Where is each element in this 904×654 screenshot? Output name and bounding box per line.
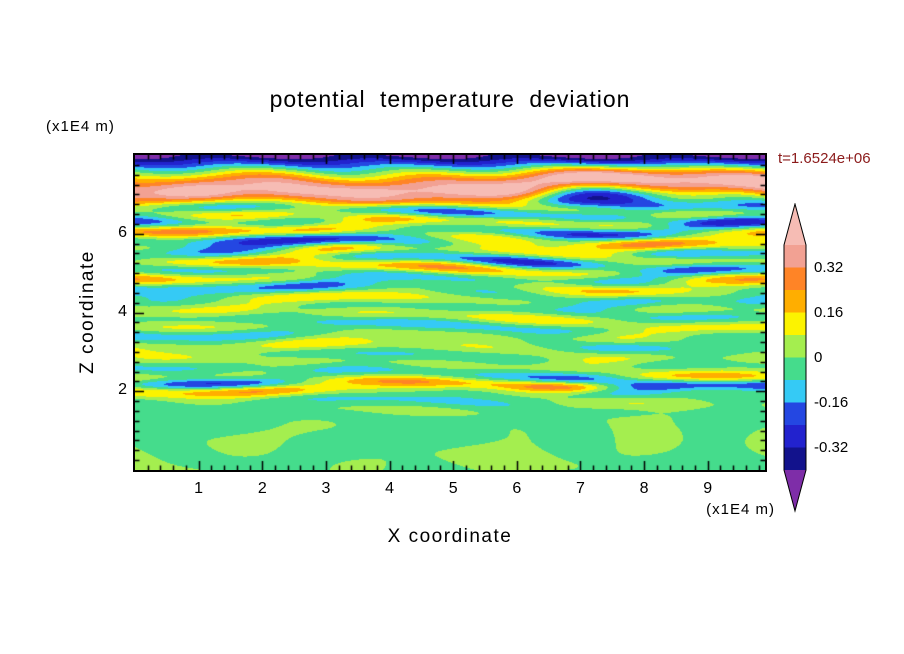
y-axis-label: Z coordinate <box>77 250 98 374</box>
x-tick-label: 7 <box>576 480 585 497</box>
x-tick-label: 8 <box>639 480 649 497</box>
x-tick-label: 9 <box>703 480 713 497</box>
colorbar-band <box>784 425 806 448</box>
x-axis-unit-label: (x1E4 m) <box>706 501 775 518</box>
x-tick-label: 4 <box>385 480 394 497</box>
colorbar-band <box>784 245 806 268</box>
y-tick-label: 6 <box>118 223 127 241</box>
y-axis-unit-label: (x1E4 m) <box>46 118 115 135</box>
contour-field-canvas <box>135 155 765 470</box>
x-tick-label: 3 <box>321 480 331 497</box>
x-tick-label: 1 <box>194 480 204 497</box>
y-tick-label: 2 <box>118 381 127 399</box>
colorbar <box>783 203 807 513</box>
colorbar-under-arrow <box>784 470 806 511</box>
time-label: t=1.6524e+06 <box>778 150 871 167</box>
plot-title: potential temperature deviation <box>269 86 631 112</box>
plot-frame <box>133 153 767 472</box>
colorbar-label: 0 <box>814 348 823 366</box>
colorbar-band <box>784 267 806 291</box>
colorbar-band <box>784 290 806 313</box>
y-tick-label: 4 <box>118 302 127 320</box>
colorbar-label: -0.16 <box>814 393 849 411</box>
x-tick-label: 5 <box>448 480 458 497</box>
x-axis-label: X coordinate <box>387 526 513 547</box>
colorbar-over-arrow <box>784 204 806 245</box>
x-tick-label: 6 <box>512 480 522 497</box>
colorbar-label: 0.32 <box>814 258 844 276</box>
colorbar-band <box>784 447 806 471</box>
colorbar-band <box>784 312 806 336</box>
colorbar-label: 0.16 <box>814 303 844 321</box>
colorbar-outline <box>783 203 807 513</box>
x-tick-label: 2 <box>257 480 267 497</box>
colorbar-label: -0.32 <box>814 438 849 456</box>
colorbar-band <box>784 380 806 403</box>
colorbar-band <box>784 402 806 426</box>
colorbar-band <box>784 357 806 381</box>
colorbar-band <box>784 335 806 358</box>
